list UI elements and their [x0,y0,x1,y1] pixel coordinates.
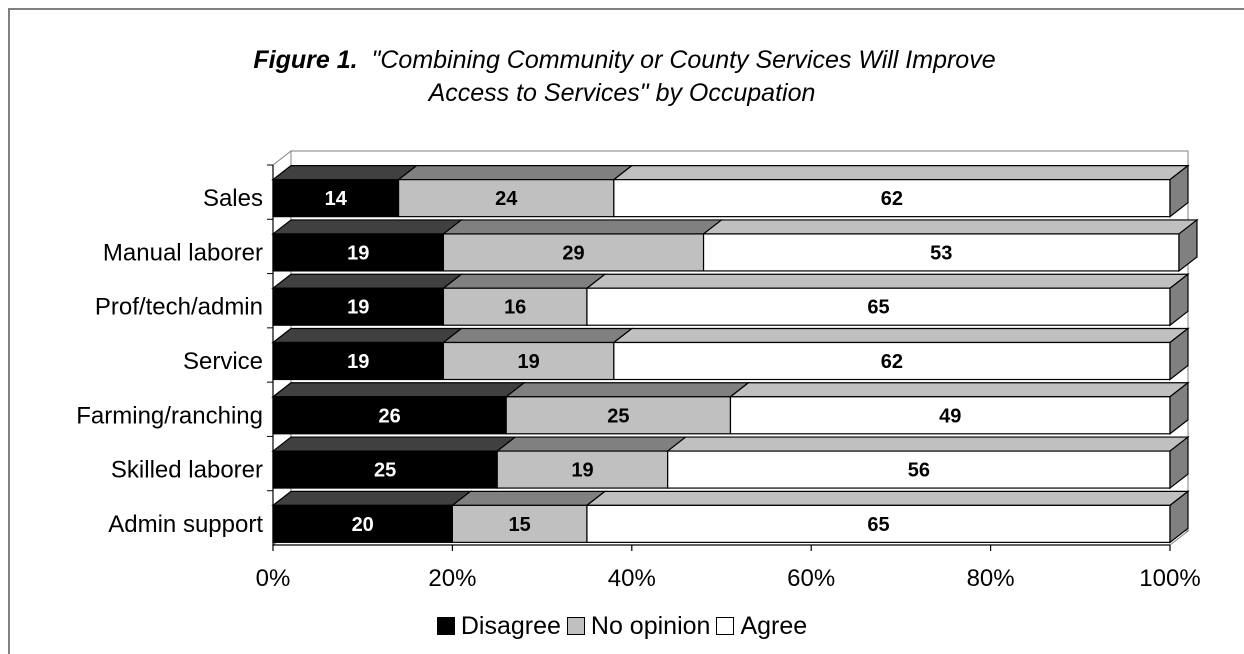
category-label: Skilled laborer [111,457,263,484]
legend-label: No opinion [591,611,711,641]
data-label: 65 [867,514,889,536]
data-label: 25 [607,405,629,427]
bar-top-face [587,274,1188,288]
category-label: Prof/tech/admin [95,294,263,321]
data-label: 65 [867,297,889,319]
bar-top-face [704,220,1197,234]
data-label: 29 [562,242,584,264]
bar-top-face [273,491,470,505]
legend-swatch [716,617,734,635]
data-label: 14 [325,188,348,210]
bar-top-face [273,437,515,451]
bar-top-face [497,437,685,451]
legend-label: Agree [740,611,807,641]
data-label: 49 [939,405,961,427]
category-label: Service [183,348,263,375]
bar-top-face [273,220,461,234]
data-label: 19 [347,351,369,373]
category-label: Admin support [108,511,263,538]
bar-top-face [273,274,461,288]
bar-top-face [668,437,1188,451]
legend-item: Disagree [437,611,561,641]
bar-top-face [399,166,632,180]
bar-top-face [273,329,461,343]
data-label: 26 [378,405,400,427]
data-label: 62 [881,188,903,210]
legend-swatch [437,617,455,635]
bar-top-face [614,329,1188,343]
bar-top-face [273,383,524,397]
category-label: Manual laborer [103,239,263,266]
chart-legend: Disagree No opinion Agree [0,611,1244,642]
data-label: 62 [881,351,903,373]
bar-top-face [614,166,1188,180]
data-label: 15 [509,514,531,536]
category-label: Farming/ranching [76,402,263,429]
chart-plot: 14 24 62 Sales 19 29 53 Manual laborer 19 16 65 Pro… [0,0,1244,610]
x-tick-label: 20% [428,565,476,592]
bar-top-face [452,491,605,505]
x-tick-label: 0% [256,565,291,592]
x-tick-label: 40% [608,565,656,592]
data-label: 16 [504,297,526,319]
bar-top-face [273,166,417,180]
data-label: 24 [495,188,518,210]
x-tick-label: 100% [1139,565,1200,592]
bar-top-face [443,274,605,288]
bar-top-face [506,383,748,397]
legend-item: No opinion [567,611,711,641]
data-label: 25 [374,460,396,482]
legend-swatch [567,617,585,635]
legend-item: Agree [716,611,807,641]
bar-top-face [443,220,721,234]
data-label: 19 [571,460,593,482]
legend-label: Disagree [461,611,561,641]
data-label: 53 [930,242,952,264]
x-tick-label: 80% [967,565,1015,592]
data-label: 20 [352,514,374,536]
x-tick-label: 60% [787,565,835,592]
data-label: 19 [347,297,369,319]
category-label: Sales [203,185,263,212]
data-label: 19 [518,351,540,373]
bar-top-face [443,329,631,343]
bar-top-face [730,383,1188,397]
bar-top-face [587,491,1188,505]
data-label: 56 [908,460,930,482]
data-label: 19 [347,242,369,264]
